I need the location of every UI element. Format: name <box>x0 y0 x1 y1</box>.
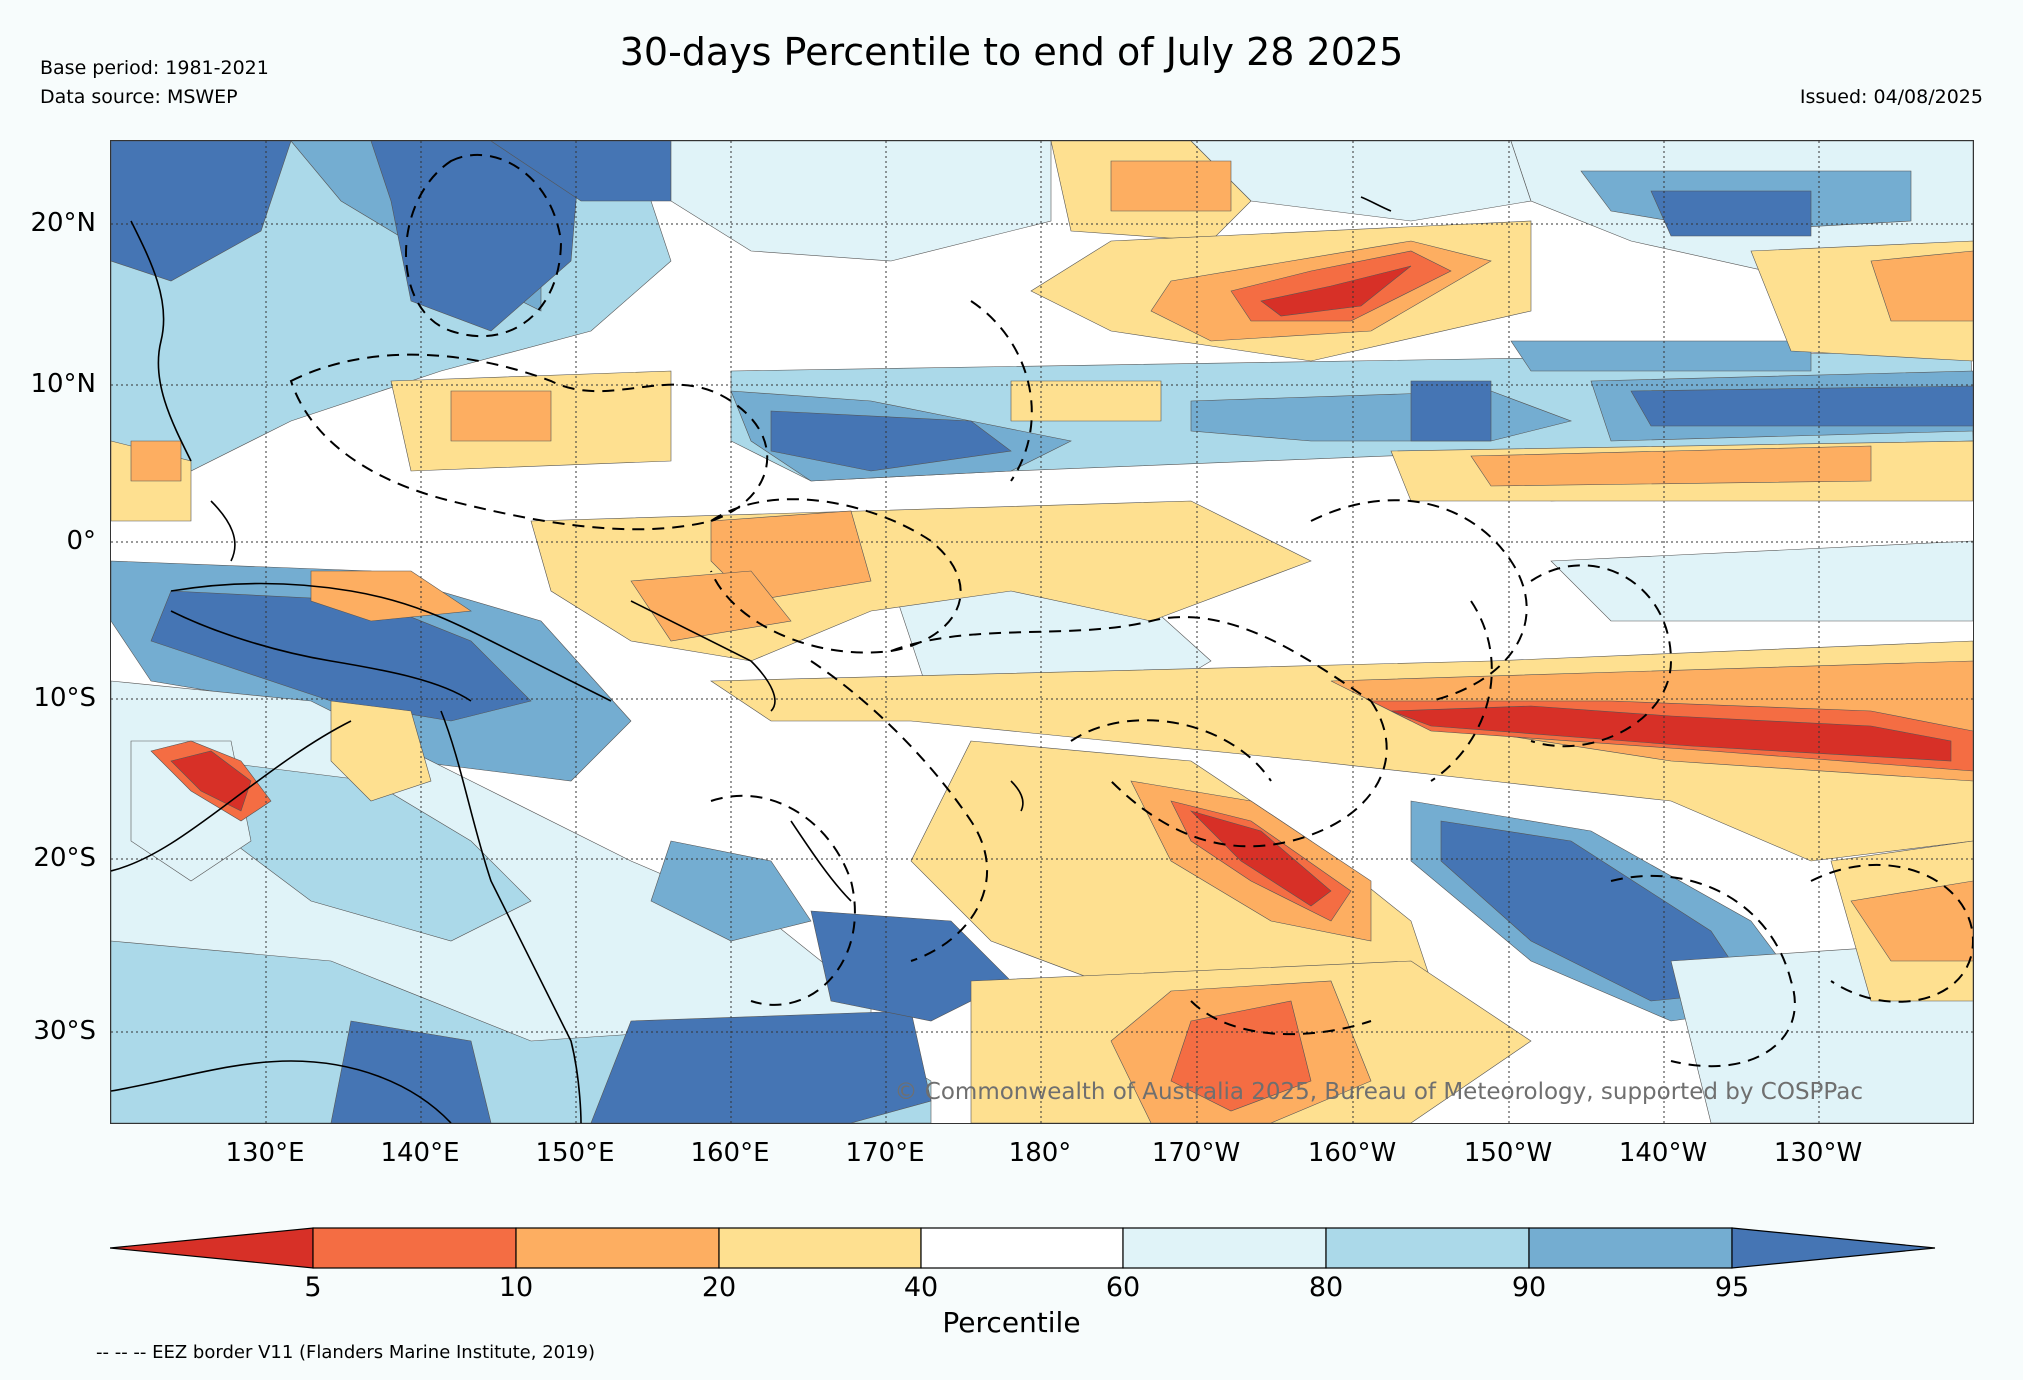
percentile-map: © Commonwealth of Australia 2025, Bureau… <box>110 140 1974 1124</box>
map-canvas: © Commonwealth of Australia 2025, Bureau… <box>111 141 1973 1123</box>
lon-label-130w: 130°W <box>1773 1138 1863 1168</box>
colorbar-tick-10: 10 <box>498 1272 534 1303</box>
colorbar-segment-5-10 <box>312 1227 517 1269</box>
colorbar-segment-90-95 <box>1528 1227 1733 1269</box>
map-title: 30-days Percentile to end of July 28 202… <box>619 30 1404 74</box>
lat-label-10n: 10°N <box>30 369 96 399</box>
colorbar-segment-60-80 <box>1122 1227 1327 1269</box>
lat-label-20n: 20°N <box>30 208 96 238</box>
dry-regions <box>111 141 1973 1123</box>
colorbar-tick-95: 95 <box>1714 1272 1750 1303</box>
issued-date: Issued: 04/08/2025 <box>1799 86 1983 108</box>
lon-label-150e: 150°E <box>535 1138 615 1168</box>
lat-label-10s: 10°S <box>33 683 96 713</box>
colorbar-tick-80: 80 <box>1308 1272 1344 1303</box>
colorbar-segment-80-90 <box>1325 1227 1530 1269</box>
eez-footnote: -- -- -- EEZ border V11 (Flanders Marine… <box>96 1342 596 1363</box>
percentile-colorbar <box>110 1227 1936 1269</box>
colorbar-label: Percentile <box>942 1306 1081 1339</box>
colorbar-tick-90: 90 <box>1511 1272 1547 1303</box>
coastlines <box>111 196 1392 1123</box>
lon-label-170e: 170°E <box>845 1138 925 1168</box>
colorbar-tick-60: 60 <box>1105 1272 1141 1303</box>
lat-label-0: 0° <box>66 526 96 556</box>
colorbar-segment-above-95 <box>1731 1227 1936 1269</box>
lat-label-20s: 20°S <box>33 843 96 873</box>
lon-label-150w: 150°W <box>1463 1138 1553 1168</box>
lon-label-160w: 160°W <box>1307 1138 1397 1168</box>
colorbar-segment-10-20 <box>515 1227 720 1269</box>
colorbar-segment-20-40 <box>718 1227 922 1269</box>
data-source: Data source: MSWEP <box>40 86 238 108</box>
colorbar-tick-5: 5 <box>304 1272 322 1303</box>
lon-label-140e: 140°E <box>380 1138 460 1168</box>
base-period: Base period: 1981-2021 <box>40 57 269 79</box>
lon-label-130e: 130°E <box>225 1138 305 1168</box>
eez-borders <box>289 153 1973 1068</box>
colorbar-tick-40: 40 <box>903 1272 939 1303</box>
lon-label-160e: 160°E <box>690 1138 770 1168</box>
lon-label-180: 180° <box>1008 1138 1072 1168</box>
colorbar-segment-40-60 <box>920 1227 1124 1269</box>
colorbar-tick-20: 20 <box>701 1272 737 1303</box>
lon-label-140w: 140°W <box>1618 1138 1708 1168</box>
lat-label-30s: 30°S <box>33 1016 96 1046</box>
colorbar-segment-below-5 <box>110 1227 314 1269</box>
copyright-watermark: © Commonwealth of Australia 2025, Bureau… <box>894 1079 1863 1105</box>
lon-label-170w: 170°W <box>1151 1138 1241 1168</box>
